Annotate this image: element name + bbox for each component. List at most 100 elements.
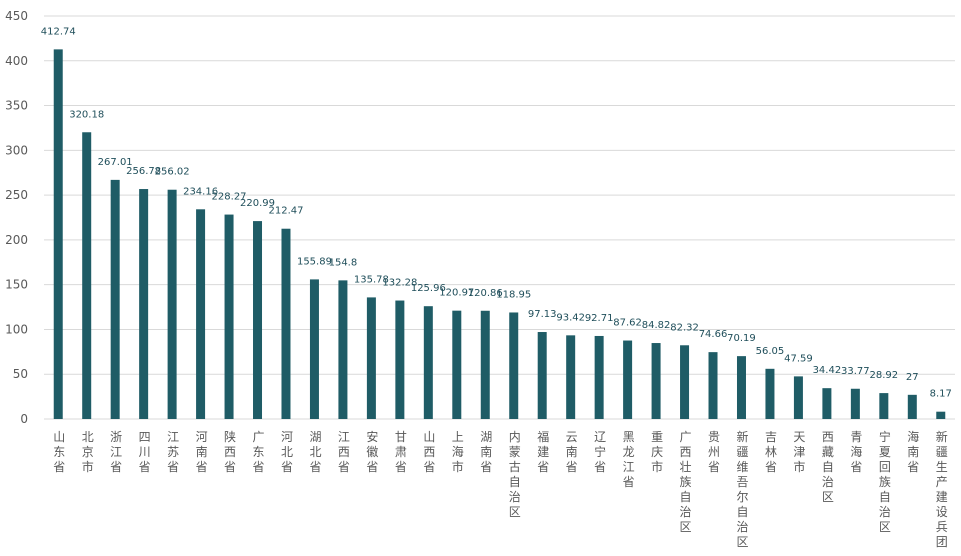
category-label: 河南省: [196, 430, 208, 474]
bar: [82, 132, 92, 419]
y-tick-label: 200: [5, 233, 28, 247]
category-label: 黑龙江省: [623, 430, 635, 489]
category-label: 北京市: [82, 430, 94, 474]
data-label: 82.32: [670, 322, 699, 333]
bar: [196, 209, 206, 419]
bar: [879, 393, 889, 419]
y-tick-label: 250: [5, 188, 28, 202]
category-label: 甘肃省: [395, 430, 407, 474]
data-label: 267.01: [98, 157, 133, 168]
category-label: 江西省: [338, 430, 350, 474]
data-label: 34.42: [813, 365, 842, 376]
category-label: 内蒙古自治区: [509, 430, 521, 519]
bar: [850, 388, 860, 419]
data-label: 84.82: [642, 320, 671, 331]
data-label: 27: [906, 372, 919, 383]
bar: [224, 214, 234, 419]
data-label: 228.27: [212, 192, 247, 203]
data-label: 120.97: [439, 288, 474, 299]
bar: [594, 335, 604, 419]
category-label: 湖北省: [309, 429, 321, 474]
bar: [680, 345, 690, 419]
data-label: 97.13: [528, 309, 557, 320]
data-label: 154.8: [329, 257, 358, 268]
data-label: 8.17: [930, 389, 952, 400]
bar: [395, 300, 405, 419]
data-label: 125.96: [411, 283, 446, 294]
y-tick-label: 100: [5, 322, 28, 336]
category-label: 西藏自治区: [822, 430, 834, 504]
category-label: 江苏省: [167, 430, 179, 474]
bar: [708, 352, 718, 419]
data-label: 56.05: [756, 346, 785, 357]
data-label: 155.89: [297, 256, 332, 267]
bar: [736, 356, 746, 419]
bar: [309, 279, 319, 419]
category-label: 四川省: [139, 430, 151, 474]
y-tick-label: 150: [5, 278, 28, 292]
bar: [623, 340, 633, 419]
data-label: 47.59: [784, 353, 813, 364]
category-label: 新疆生产建设兵团: [936, 429, 948, 549]
data-label: 220.99: [240, 198, 275, 209]
category-label: 安徽省: [366, 429, 378, 474]
data-label: 320.18: [69, 109, 104, 120]
category-label: 重庆市: [651, 430, 663, 474]
y-tick-label: 400: [5, 54, 28, 68]
y-tick-label: 350: [5, 99, 28, 113]
bar: [537, 332, 547, 419]
bar: [452, 310, 462, 419]
category-label: 河北省: [281, 430, 293, 474]
bar: [793, 376, 803, 419]
category-label: 吉林省: [765, 430, 777, 474]
bar: [822, 388, 832, 419]
data-label: 87.62: [613, 318, 642, 329]
category-label: 云南省: [566, 430, 578, 474]
data-label: 28.92: [870, 370, 899, 381]
bar: [907, 394, 917, 419]
category-label: 山西省: [423, 430, 435, 474]
data-label: 135.78: [354, 274, 389, 285]
category-label: 山东省: [53, 430, 65, 474]
category-label: 天津市: [793, 430, 805, 474]
bar: [167, 189, 177, 419]
bar: [480, 310, 490, 419]
data-label: 93.42: [556, 312, 585, 323]
y-tick-label: 0: [20, 412, 28, 426]
data-label: 92.71: [585, 313, 614, 324]
category-label: 辽宁省: [594, 430, 606, 474]
data-label: 70.19: [727, 333, 756, 344]
data-label: 256.02: [155, 167, 190, 178]
gridlines: [44, 15, 955, 420]
category-label: 青海省: [850, 430, 862, 474]
category-label: 浙江省: [110, 430, 122, 474]
bar: [366, 297, 376, 419]
bar: [566, 335, 576, 419]
data-label: 118.95: [496, 289, 531, 300]
data-label: 234.16: [183, 186, 218, 197]
y-tick-label: 450: [5, 9, 28, 23]
bar: [765, 368, 775, 419]
y-axis-ticks: 0 50 100 150 200 250 300 350 400 450: [5, 9, 28, 426]
bar: [110, 179, 120, 419]
bar: [423, 306, 433, 419]
category-label: 贵州省: [708, 430, 720, 474]
bar: [281, 228, 291, 419]
category-label: 陕西省: [224, 429, 236, 474]
bars: [53, 49, 946, 419]
data-label: 120.86: [468, 288, 503, 299]
bar: [53, 49, 63, 419]
category-label: 新疆维吾尔自治区: [736, 429, 748, 549]
data-label: 212.47: [268, 206, 303, 217]
bar: [338, 280, 348, 419]
data-label: 412.74: [41, 26, 76, 37]
data-label: 132.28: [382, 278, 417, 289]
category-label: 宁夏回族自治区: [879, 429, 891, 534]
category-label: 海南省: [907, 429, 919, 474]
bar: [139, 189, 149, 419]
bar: [253, 221, 263, 419]
category-label: 福建省: [537, 429, 549, 474]
y-tick-label: 300: [5, 143, 28, 157]
